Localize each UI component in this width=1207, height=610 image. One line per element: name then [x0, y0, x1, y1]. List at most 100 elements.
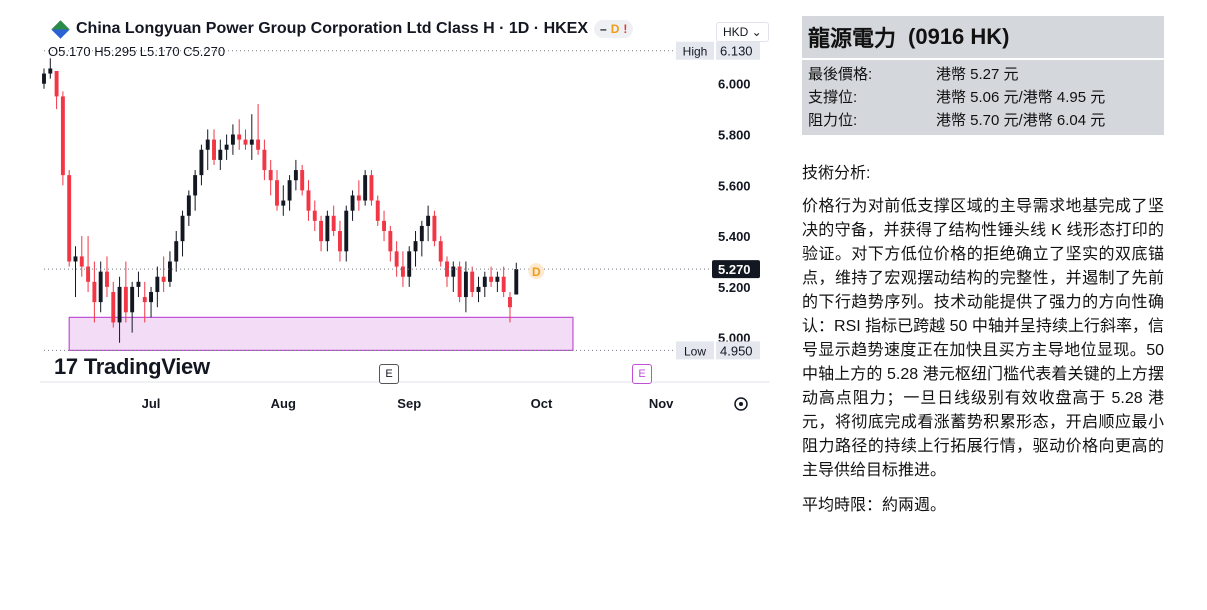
candle-body [350, 195, 355, 211]
candle-body [155, 276, 160, 292]
row-label: 最後價格: [808, 66, 873, 83]
x-tick-label: Nov [649, 396, 674, 411]
high-value-bg [716, 41, 760, 60]
currency-selector[interactable]: HKD ⌄ [716, 22, 769, 42]
x-tick-label: Jul [142, 396, 161, 411]
candle-body [275, 180, 279, 206]
stock-name: 龍源電力 [808, 26, 897, 51]
candle-body [419, 225, 424, 242]
candle-body [394, 251, 399, 267]
candle-body [212, 139, 216, 160]
tradingview-logo[interactable]: 17 TradingView [54, 354, 210, 380]
candle-body [325, 215, 330, 242]
y-tick-label: 5.800 [718, 128, 751, 143]
candle-body [331, 215, 336, 232]
candle-body [432, 215, 437, 242]
candle-body [161, 276, 166, 282]
candle-body [136, 281, 141, 287]
x-tick-label: Aug [271, 396, 296, 411]
candle-body [319, 220, 324, 242]
support-zone [68, 316, 574, 351]
candle-body [356, 195, 361, 201]
price-row-resistance: 阻力位: 港幣 5.70 元/港幣 6.04 元 [808, 109, 1158, 132]
high-tag: High [683, 45, 708, 59]
candle-body [256, 139, 261, 150]
earnings-marker[interactable]: E [379, 364, 399, 384]
price-row-last: 最後價格: 港幣 5.27 元 [808, 63, 1158, 86]
ohlc-legend: O5.170 H5.295 L5.170 C5.270 [48, 44, 226, 59]
candle-body [382, 220, 386, 232]
candle-body [79, 256, 84, 267]
candle-body [48, 68, 53, 74]
price-row-support: 支撐位: 港幣 5.06 元/港幣 4.95 元 [808, 86, 1158, 109]
dividend-badge[interactable]: D [610, 22, 620, 36]
candle-body [438, 241, 443, 262]
analysis-body: 价格行为对前低支撑区域的主导需求地基完成了坚决的守备，并获得了结构性锤头线 K … [802, 198, 1164, 479]
candle-body [457, 266, 462, 298]
y-tick-label: 5.200 [718, 280, 751, 295]
candle-body [489, 276, 494, 282]
earnings-marker-upcoming[interactable]: E [632, 364, 652, 384]
candle-body [243, 139, 248, 145]
x-tick-label: Oct [531, 396, 553, 411]
x-tick-label: Sep [397, 396, 421, 411]
row-label: 阻力位: [808, 112, 858, 129]
last-price-bg [712, 260, 760, 279]
candle-body [149, 291, 154, 303]
candle-body [293, 170, 298, 181]
row-value: 港幣 5.70 元/港幣 6.04 元 [936, 112, 1106, 129]
company-logo-icon [51, 19, 70, 39]
candle-body [60, 96, 65, 176]
price-chart[interactable]: D 5.000 5.200 5.400 5.600 5.800 6.000 High 6.130… [40, 10, 770, 430]
candle-body [205, 139, 210, 150]
candle-body [117, 286, 122, 323]
low-value: 4.950 [720, 343, 753, 358]
candle-body [130, 286, 135, 313]
candle-body [476, 286, 481, 292]
y-tick-label: 5.400 [718, 229, 751, 244]
low-tag-bg [676, 341, 714, 360]
candle-body [495, 276, 500, 282]
candle-body [287, 180, 292, 201]
candle-body [300, 170, 305, 191]
candle-body [445, 261, 449, 277]
warning-icon[interactable]: ! [623, 22, 628, 36]
chart-header: China Longyuan Power Group Corporation L… [51, 19, 634, 39]
candle-body [105, 271, 109, 287]
instrument-title[interactable]: China Longyuan Power Group Corporation L… [76, 20, 589, 37]
candle-body [86, 266, 91, 282]
candle-body [167, 261, 172, 282]
candle-body [268, 170, 273, 181]
row-label: 支撐位: [808, 89, 858, 106]
candle-body [224, 144, 229, 150]
analysis-heading: 技術分析: [802, 165, 871, 182]
candle-body [306, 190, 311, 211]
candle-body [451, 266, 456, 277]
candle-body [186, 195, 191, 216]
candle-body [237, 134, 242, 140]
low-tag: Low [684, 344, 706, 358]
candle-body [54, 71, 59, 97]
candle-body [407, 251, 412, 277]
row-value: 港幣 5.27 元 [936, 66, 1019, 83]
candle-body [363, 175, 368, 201]
candle-body [400, 266, 405, 277]
candle-body [67, 175, 72, 262]
row-value: 港幣 5.06 元/港幣 4.95 元 [936, 89, 1106, 106]
gear-icon[interactable] [734, 397, 748, 411]
status-badges[interactable]: – D ! [594, 20, 634, 38]
candle-body [501, 276, 506, 292]
candle-body [199, 149, 204, 176]
collapse-icon[interactable]: – [600, 22, 607, 36]
candle-body [218, 149, 223, 160]
gear-icon-center [739, 402, 743, 406]
candle-body [193, 175, 198, 196]
tradingview-brand: TradingView [83, 354, 210, 379]
y-tick-label: 5.600 [718, 178, 751, 193]
dividend-marker-bg [528, 263, 545, 280]
candle-body [514, 269, 519, 295]
y-tick-label: 6.000 [718, 77, 751, 92]
candle-body [388, 231, 393, 252]
dividend-marker: D [532, 265, 541, 279]
